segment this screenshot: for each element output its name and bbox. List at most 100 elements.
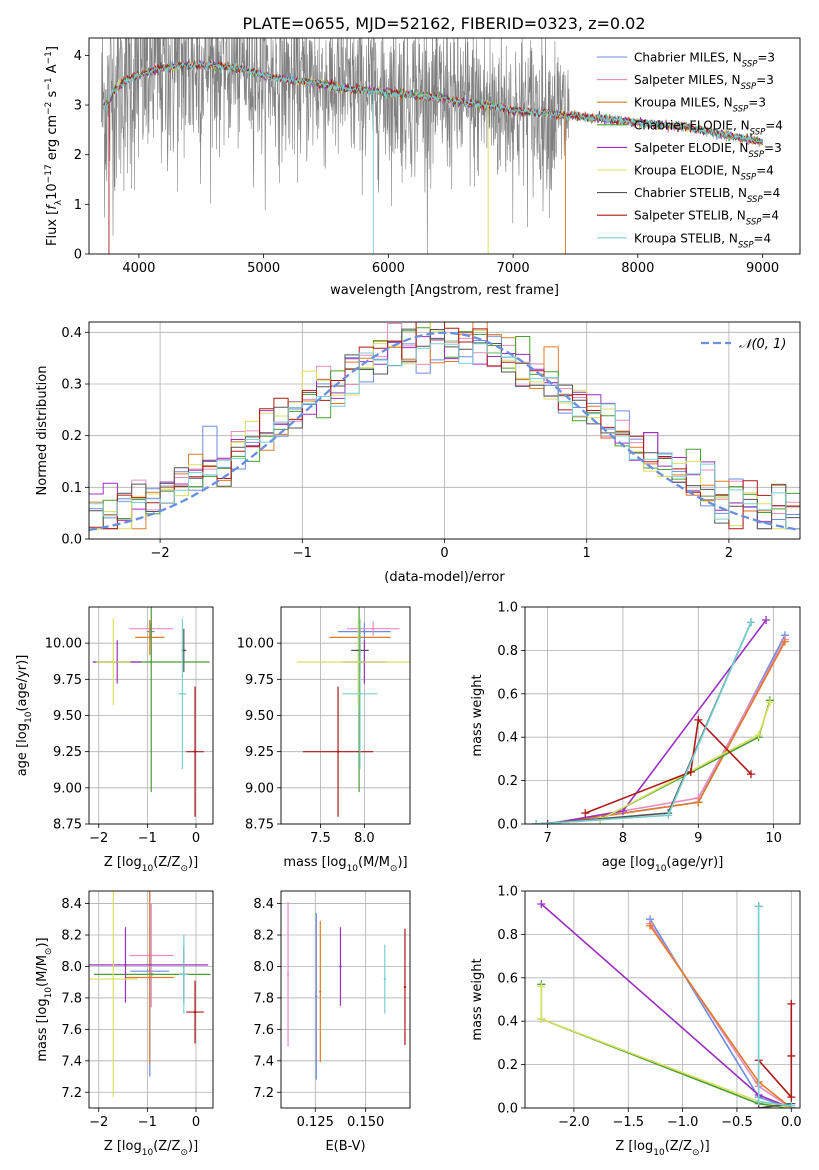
series-line — [547, 641, 786, 824]
series-line — [536, 621, 752, 824]
plus-marker — [754, 902, 763, 911]
label-part: 10 — [653, 1148, 665, 1158]
plus-marker — [686, 767, 695, 776]
x-tick-label: 9000 — [746, 261, 779, 276]
label-part: age [log — [15, 723, 30, 776]
y-tick-label: 0.2 — [497, 1058, 518, 1073]
x-tick-label: 10 — [765, 831, 782, 846]
legend-entry-kroupa-elodie: Kroupa ELODIE, NSSP=4 — [634, 164, 774, 183]
y-tick-label: 0.4 — [61, 326, 82, 341]
series-line — [649, 923, 792, 1108]
errorbar-salpeter-stelib — [186, 980, 204, 1044]
errorbar-salpeter-stelib — [302, 686, 374, 817]
x-tick-label: 8 — [619, 831, 627, 846]
label-part: −2 — [44, 102, 54, 115]
point-marker — [403, 985, 407, 989]
label-part: 10 — [142, 1148, 154, 1158]
legend-text: =4 — [754, 231, 772, 245]
y-tick-label: 8.2 — [61, 929, 82, 944]
label-part: Flux [ — [45, 210, 60, 246]
errorbar-kroupa-miles — [135, 620, 165, 655]
errorbar-kroupa-miles — [125, 891, 175, 1064]
errorbar-chabrier-miles — [315, 913, 318, 1080]
plus-marker — [754, 731, 763, 740]
legend-text: =3 — [764, 141, 782, 155]
plot-area — [101, 38, 764, 254]
normal-curve-line — [89, 331, 798, 532]
legend-subscript: SSP — [741, 82, 757, 92]
legend-text: =4 — [765, 118, 783, 132]
point-marker — [150, 660, 153, 664]
y-axis-label: mass weight — [470, 674, 485, 756]
grid — [281, 607, 410, 825]
y-tick-label: 0.2 — [497, 774, 518, 789]
x-tick-label: −2 — [89, 831, 108, 846]
errorbar-kroupa-stelib — [178, 618, 187, 770]
errorbar-kroupa-stelib — [342, 618, 378, 770]
legend-subscript: SSP — [747, 195, 763, 205]
label-part: (Z/Z — [153, 855, 180, 870]
label-part: 10 — [142, 864, 154, 874]
point-marker — [336, 750, 340, 753]
point-marker — [286, 973, 290, 976]
plus-marker — [747, 618, 756, 627]
label-part: age [log — [602, 855, 655, 870]
point-marker — [357, 660, 360, 664]
series-chabrier-stelib — [754, 902, 796, 1108]
series-salpeter-elodie — [543, 616, 771, 824]
y-tick-label: 1 — [74, 198, 82, 213]
x-axis-label: (data-model)/error — [384, 570, 505, 585]
legend-entry-salpeter-miles: Salpeter MILES, NSSP=3 — [634, 73, 774, 92]
x-tick-label: −1.0 — [667, 1115, 699, 1130]
label-part: (M/M — [35, 955, 50, 987]
point-marker — [182, 973, 186, 976]
series-chabrier-miles — [646, 915, 796, 1108]
plus-marker — [780, 637, 789, 646]
plus-marker — [646, 921, 654, 930]
label-part: ⊙ — [44, 948, 54, 956]
grid — [525, 606, 800, 825]
series-line — [536, 621, 752, 824]
x-axis-label: age [log10(age/yr)] — [602, 855, 724, 874]
point-marker — [148, 976, 151, 979]
label-part: erg cm — [45, 115, 60, 164]
y-tick-label: 9.00 — [53, 781, 82, 796]
point-marker — [124, 963, 127, 967]
plot-area — [532, 616, 789, 824]
errorbar-salpeter-miles — [286, 902, 290, 1047]
label-part: λ — [54, 199, 64, 205]
label-part: ⊙ — [390, 864, 398, 874]
x-tick-label: 2 — [725, 546, 733, 561]
point-marker — [339, 965, 342, 968]
axes: −2 −1 0 1 2 0.0 0.1 0.2 0.3 0.4 (data-model)/error… — [35, 321, 801, 585]
plus-marker — [664, 811, 673, 820]
y-axis-label: Flux [fλ10−17 erg cm−2 s−1 A−1] — [44, 46, 64, 246]
axes-frame — [524, 890, 801, 1109]
label-part: A — [45, 64, 60, 77]
y-tick-label: 0.6 — [497, 971, 518, 986]
plus-marker — [694, 798, 703, 807]
y-tick-label: 8.0 — [61, 960, 82, 975]
y-tick-label: 1.0 — [497, 601, 518, 616]
y-tick-label: 0.1 — [61, 481, 82, 496]
plus-marker — [787, 1093, 796, 1102]
series-line — [585, 718, 752, 814]
label-part: 10 — [45, 183, 60, 200]
plus-marker — [754, 1097, 763, 1106]
label-part: mass [log — [283, 855, 346, 870]
errorbar-chabrier-elodie — [93, 973, 211, 976]
x-tick-label: −1 — [138, 1115, 157, 1130]
legend-text: Salpeter MILES, N — [634, 73, 741, 87]
errorbar-salpeter-stelib — [403, 928, 407, 1046]
y-tick-label: 0.0 — [497, 1102, 518, 1117]
legend-text: =4 — [761, 209, 779, 223]
legend-text: Chabrier ELODIE, N — [634, 118, 750, 132]
plus-marker — [762, 616, 771, 625]
legend-text: Salpeter ELODIE, N — [634, 141, 748, 155]
errorbar-salpeter-miles — [346, 621, 400, 636]
label-part: )] — [35, 937, 50, 947]
label-part: 10 — [347, 864, 359, 874]
legend-subscript: SSP — [742, 60, 758, 70]
axes-frame — [88, 37, 801, 255]
legend-subscript: SSP — [741, 173, 757, 183]
